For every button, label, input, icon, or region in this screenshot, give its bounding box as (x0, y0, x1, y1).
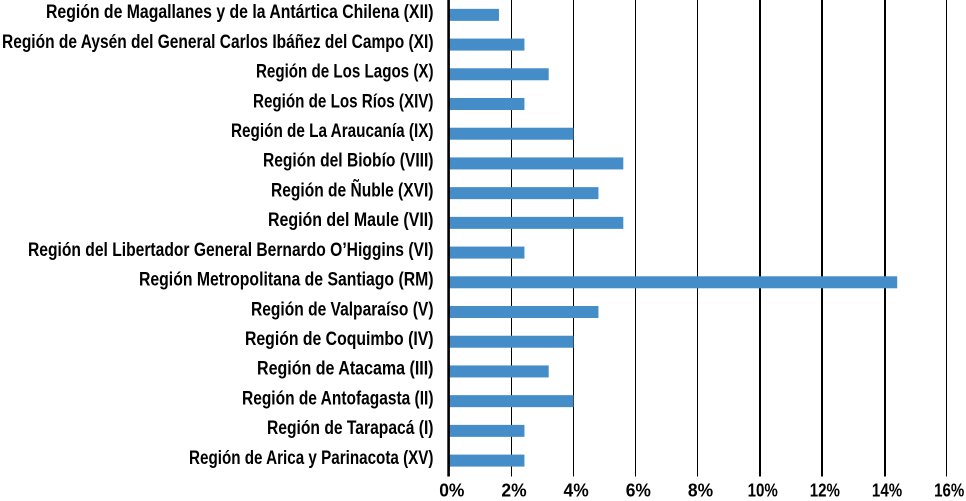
svg-text:Región del Libertador General: Región del Libertador General Bernardo O… (28, 239, 434, 261)
svg-text:Región de Atacama (III): Región de Atacama (III) (257, 358, 434, 380)
svg-text:Región de Los Lagos (X): Región de Los Lagos (X) (256, 61, 434, 83)
svg-text:Región de Coquimbo (IV): Región de Coquimbo (IV) (245, 328, 434, 350)
svg-text:Región de Valparaíso (V): Región de Valparaíso (V) (251, 298, 434, 320)
svg-text:16%: 16% (934, 480, 964, 501)
svg-text:12%: 12% (810, 480, 840, 501)
svg-text:Región de Ñuble (XVI): Región de Ñuble (XVI) (271, 178, 434, 201)
svg-text:Región de Los Ríos (XIV): Región de Los Ríos (XIV) (253, 90, 434, 112)
svg-text:6%: 6% (626, 480, 651, 501)
svg-text:2%: 2% (501, 480, 526, 501)
svg-text:0%: 0% (439, 480, 464, 501)
svg-text:Región Metropolitana de Santia: Región Metropolitana de Santiago (RM) (139, 269, 434, 291)
svg-text:14%: 14% (872, 480, 902, 501)
svg-text:Región del Maule (VII): Región del Maule (VII) (268, 209, 434, 231)
svg-text:Región de Arica y Parinacota (: Región de Arica y Parinacota (XV) (189, 447, 434, 469)
svg-text:Región de Magallanes y de la A: Región de Magallanes y de la Antártica C… (46, 1, 434, 23)
svg-text:8%: 8% (688, 480, 713, 501)
svg-text:Región de Antofagasta (II): Región de Antofagasta (II) (242, 387, 434, 409)
svg-text:Región de Tarapacá (I): Región de Tarapacá (I) (267, 417, 434, 439)
svg-text:4%: 4% (564, 480, 589, 501)
svg-text:Región de La Araucanía (IX): Región de La Araucanía (IX) (231, 120, 434, 142)
svg-text:10%: 10% (748, 480, 778, 501)
svg-text:Región del Biobío (VIII): Región del Biobío (VIII) (263, 150, 434, 172)
svg-text:Región de Aysén del General Ca: Región de Aysén del General Carlos Ibáñe… (2, 31, 434, 53)
